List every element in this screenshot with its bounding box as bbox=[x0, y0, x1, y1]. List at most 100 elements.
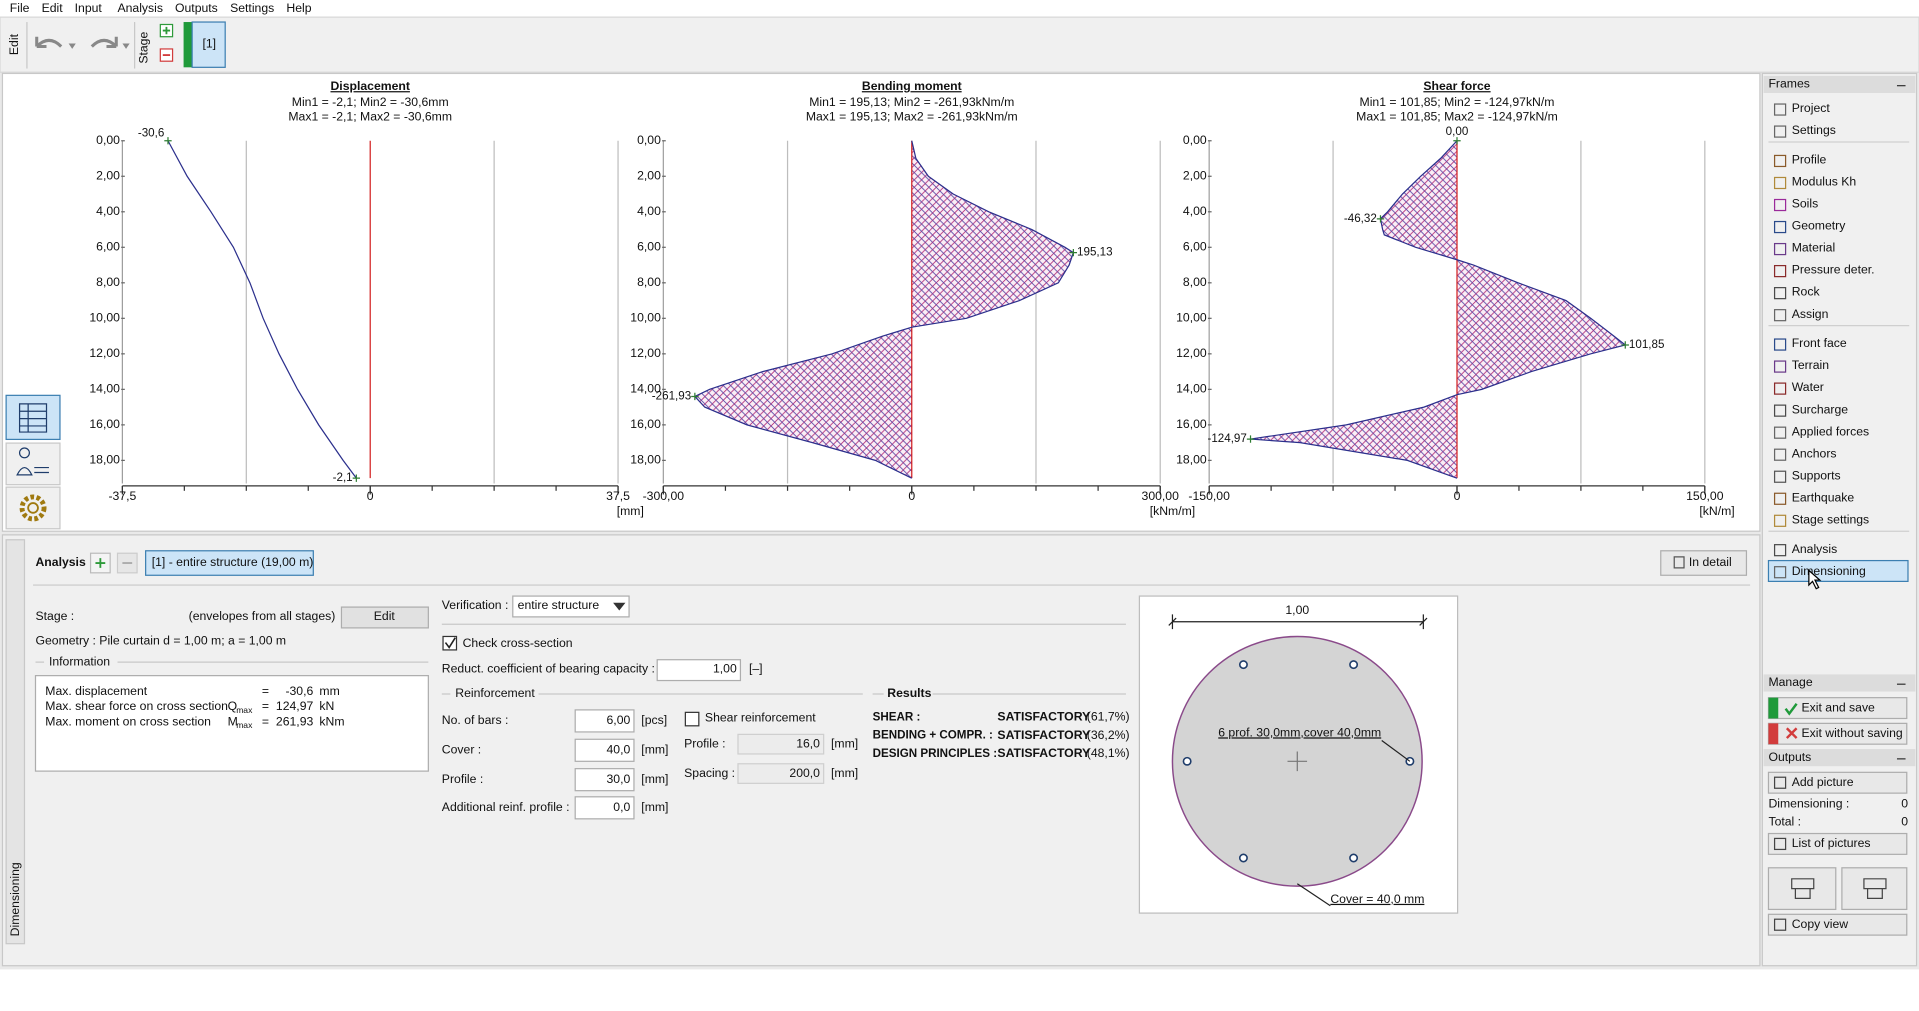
checkbox-label[interactable]: Shear reinforcement bbox=[705, 711, 816, 725]
geometry-text: Geometry : Pile curtain d = 1,00 m; a = … bbox=[35, 634, 286, 648]
info-eq: = bbox=[262, 699, 269, 713]
x-tick-label: -300,00 bbox=[643, 489, 685, 503]
info-eq: = bbox=[262, 684, 269, 698]
y-tick-label: 18,00 bbox=[630, 453, 661, 467]
x-tick-label: -150,00 bbox=[1188, 489, 1230, 503]
frame-item[interactable]: Front face bbox=[1792, 336, 1847, 350]
info-eq: = bbox=[262, 714, 269, 728]
frame-item[interactable]: Terrain bbox=[1792, 358, 1829, 372]
field-label: Stage : bbox=[35, 609, 74, 623]
menu-item[interactable]: File bbox=[10, 1, 30, 15]
frame-item[interactable]: Rock bbox=[1792, 285, 1821, 299]
stage-name[interactable]: [1] bbox=[202, 36, 216, 50]
frame-item[interactable]: Surcharge bbox=[1792, 402, 1849, 416]
x-tick-label: 0 bbox=[908, 489, 915, 503]
input-value[interactable]: 1,00 bbox=[713, 662, 737, 676]
input-value[interactable]: 40,0 bbox=[607, 743, 631, 757]
frame-item[interactable]: Geometry bbox=[1792, 219, 1847, 233]
button-color bbox=[1768, 723, 1778, 744]
frame-item[interactable]: Dimensioning bbox=[1792, 564, 1866, 578]
unit-label: [mm] bbox=[641, 772, 668, 786]
select-value[interactable]: entire structure bbox=[518, 598, 600, 612]
y-tick-label: 8,00 bbox=[637, 275, 661, 289]
extreme-label: 195,13 bbox=[1077, 246, 1113, 259]
input-value[interactable]: 0,0 bbox=[613, 800, 630, 814]
button-label[interactable]: In detail bbox=[1689, 555, 1732, 569]
frame-item[interactable]: Project bbox=[1792, 101, 1831, 115]
button-label[interactable]: Copy view bbox=[1792, 917, 1849, 931]
info-label: Max. shear force on cross section bbox=[45, 699, 228, 713]
edit-tab[interactable]: Edit bbox=[7, 33, 21, 55]
chart-subtitle: Max1 = 101,85; Max2 = -124,97kN/m bbox=[1356, 110, 1558, 124]
y-tick-label: 4,00 bbox=[96, 204, 120, 218]
frame-item[interactable]: Anchors bbox=[1792, 446, 1837, 460]
analysis-name[interactable]: [1] - entire structure (19,00 m) bbox=[152, 555, 314, 569]
menu-item[interactable]: Settings bbox=[230, 1, 274, 15]
input-value[interactable]: 6,00 bbox=[607, 713, 631, 727]
result-label: DESIGN PRINCIPLES : bbox=[873, 747, 997, 760]
button-label[interactable]: Add picture bbox=[1792, 775, 1854, 789]
y-tick-label: 12,00 bbox=[89, 346, 120, 360]
rebar bbox=[1240, 661, 1247, 668]
field-value: (envelopes from all stages) bbox=[189, 609, 336, 623]
button-label[interactable]: Edit bbox=[374, 609, 396, 623]
x-tick-label: 0 bbox=[1454, 489, 1461, 503]
y-tick-label: 16,00 bbox=[89, 417, 120, 431]
analysis-label: Analysis : bbox=[35, 555, 93, 569]
y-tick-label: 16,00 bbox=[1176, 417, 1207, 431]
checkbox-label[interactable]: Check cross-section bbox=[463, 636, 573, 650]
cover-label: Cover = 40,0 mm bbox=[1330, 892, 1424, 906]
side-tab-label: Dimensioning bbox=[8, 862, 22, 936]
toolbar bbox=[0, 17, 1919, 72]
frame-item[interactable]: Analysis bbox=[1792, 542, 1837, 556]
frame-item[interactable]: Stage settings bbox=[1792, 512, 1869, 526]
y-tick-label: 14,00 bbox=[89, 382, 120, 396]
menu-item[interactable]: Edit bbox=[42, 1, 64, 15]
button-label[interactable]: Exit and save bbox=[1802, 700, 1876, 714]
groupbox-title: Information bbox=[49, 654, 110, 668]
field-label: Cover : bbox=[442, 743, 481, 757]
result-status: SATISFACTORY bbox=[997, 709, 1090, 723]
y-tick-label: 18,00 bbox=[1176, 453, 1207, 467]
frame-item[interactable]: Settings bbox=[1792, 123, 1836, 137]
menu-item[interactable]: Outputs bbox=[175, 1, 218, 15]
chart-title: Shear force bbox=[1423, 79, 1490, 93]
menu-item[interactable]: Help bbox=[286, 1, 311, 15]
info-value: 124,97 bbox=[276, 699, 314, 713]
field-label: Spacing : bbox=[684, 766, 735, 780]
shear-reinforcement-box[interactable] bbox=[685, 712, 698, 725]
button-label[interactable]: List of pictures bbox=[1792, 836, 1871, 850]
frame-item[interactable]: Assign bbox=[1792, 307, 1829, 321]
settings-button[interactable] bbox=[6, 487, 60, 529]
frame-item[interactable]: Earthquake bbox=[1792, 490, 1855, 504]
button-label[interactable]: Exit without saving bbox=[1802, 726, 1903, 740]
menu-item[interactable]: Analysis bbox=[117, 1, 162, 15]
frame-item[interactable]: Supports bbox=[1792, 468, 1841, 482]
y-tick-label: 10,00 bbox=[89, 311, 120, 325]
section-title: Manage bbox=[1768, 675, 1812, 689]
unit-label: [pcs] bbox=[641, 713, 667, 727]
input-value[interactable]: 30,0 bbox=[607, 772, 631, 786]
x-tick-label: 0 bbox=[367, 489, 374, 503]
rebar bbox=[1240, 854, 1247, 861]
table-view-button[interactable] bbox=[6, 395, 60, 439]
section-title: Outputs bbox=[1768, 750, 1811, 764]
frame-item[interactable]: Pressure deter. bbox=[1792, 263, 1875, 277]
info-unit: mm bbox=[319, 684, 339, 698]
menu-item[interactable]: Input bbox=[75, 1, 103, 15]
frame-item[interactable]: Profile bbox=[1792, 153, 1827, 167]
x-tick-label: 37,5 bbox=[606, 489, 630, 503]
frame-item[interactable]: Modulus Kh bbox=[1792, 175, 1857, 189]
y-tick-label: 10,00 bbox=[630, 311, 661, 325]
labels-button[interactable] bbox=[6, 443, 60, 485]
extreme-label: -30,6 bbox=[138, 126, 164, 139]
frame-item[interactable]: Soils bbox=[1792, 197, 1818, 211]
extreme-label: -124,97 bbox=[1207, 432, 1246, 445]
frame-item[interactable]: Water bbox=[1792, 380, 1824, 394]
frame-item[interactable]: Material bbox=[1792, 241, 1835, 255]
frame-item[interactable]: Applied forces bbox=[1792, 424, 1869, 438]
info-label: Max. displacement bbox=[45, 684, 147, 698]
count-label: Dimensioning : bbox=[1768, 796, 1849, 810]
